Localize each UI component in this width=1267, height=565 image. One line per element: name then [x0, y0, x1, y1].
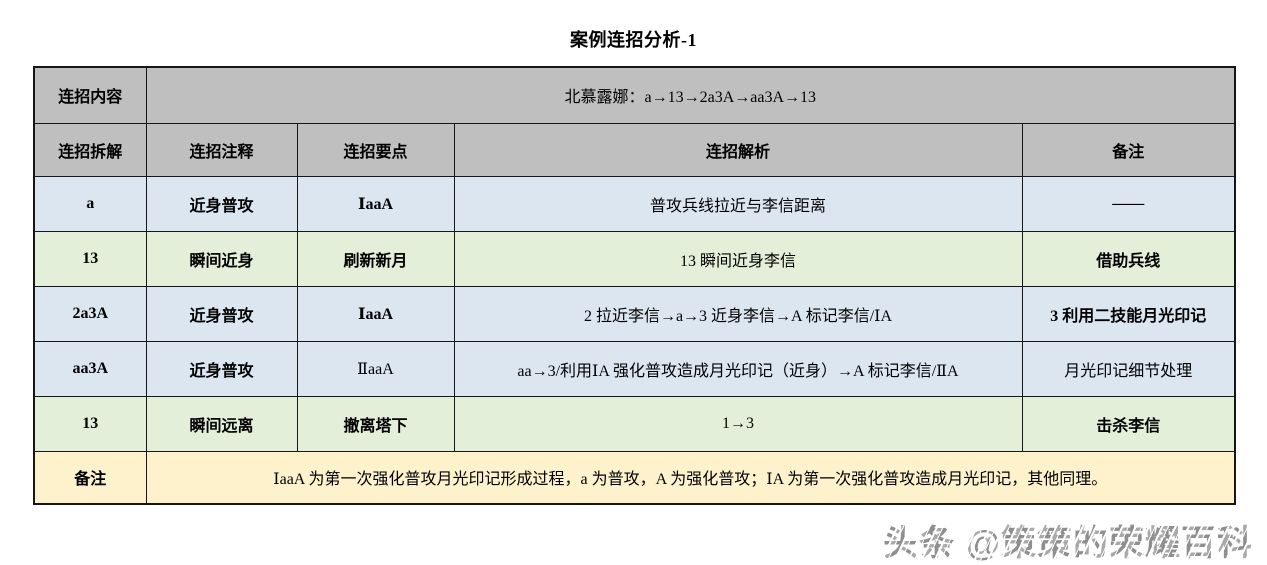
combo-step-row: 2a3A 近身普攻 ⅠaaA 2 拉近李信→a→3 近身李信→A 标记李信/ⅠA…: [33, 285, 1236, 342]
note-label: 备注: [33, 450, 147, 505]
cell-annotation: 近身普攻: [145, 285, 298, 342]
cell-remark: 击杀李信: [1021, 395, 1236, 452]
cell-remark: 月光印记细节处理: [1021, 340, 1236, 397]
cell-breakdown: a: [33, 175, 147, 232]
combo-content-value: 北慕露娜：a→13→2a3A→aa3A→13: [145, 66, 1236, 124]
cell-analysis: 13 瞬间近身李信: [453, 230, 1023, 287]
cell-annotation: 瞬间近身: [145, 230, 298, 287]
cell-keypoint: 撤离塔下: [296, 395, 455, 452]
combo-step-row: aa3A 近身普攻 ⅡaaA aa→3/利用ⅠA 强化普攻造成月光印记（近身）→…: [33, 340, 1236, 397]
header-analysis: 连招解析: [453, 122, 1023, 177]
cell-annotation: 近身普攻: [145, 340, 298, 397]
note-row: 备注 ⅠaaA 为第一次强化普攻月光印记形成过程，a 为普攻，A 为强化普攻；Ⅰ…: [33, 450, 1236, 505]
cell-breakdown: 2a3A: [33, 285, 147, 342]
header-keypoint: 连招要点: [296, 122, 455, 177]
cell-keypoint: ⅡaaA: [296, 340, 455, 397]
cell-analysis: 1→3: [453, 395, 1023, 452]
cell-annotation: 近身普攻: [145, 175, 298, 232]
cell-analysis: aa→3/利用ⅠA 强化普攻造成月光印记（近身）→A 标记李信/ⅡA: [453, 340, 1023, 397]
cell-remark: ——: [1021, 175, 1236, 232]
combo-analysis-table: 连招内容 北慕露娜：a→13→2a3A→aa3A→13 连招拆解 连招注释 连招…: [33, 66, 1237, 505]
header-breakdown: 连招拆解: [33, 122, 147, 177]
cell-keypoint: ⅠaaA: [296, 175, 455, 232]
combo-content-label: 连招内容: [33, 66, 147, 124]
cell-breakdown: aa3A: [33, 340, 147, 397]
table-header-row: 连招拆解 连招注释 连招要点 连招解析 备注: [33, 122, 1236, 177]
combo-step-row: 13 瞬间近身 刷新新月 13 瞬间近身李信 借助兵线: [33, 230, 1236, 287]
combo-step-row: 13 瞬间远离 撤离塔下 1→3 击杀李信: [33, 395, 1236, 452]
cell-annotation: 瞬间远离: [145, 395, 298, 452]
combo-content-row: 连招内容 北慕露娜：a→13→2a3A→aa3A→13: [33, 66, 1236, 124]
cell-keypoint: 刷新新月: [296, 230, 455, 287]
cell-keypoint: ⅠaaA: [296, 285, 455, 342]
cell-remark: 3 利用二技能月光印记: [1021, 285, 1236, 342]
watermark: 头条 @策策的荣耀百科: [883, 515, 1253, 565]
note-content: ⅠaaA 为第一次强化普攻月光印记形成过程，a 为普攻，A 为强化普攻；ⅠA 为…: [145, 450, 1236, 505]
header-annotation: 连招注释: [145, 122, 298, 177]
cell-analysis: 普攻兵线拉近与李信距离: [453, 175, 1023, 232]
cell-remark: 借助兵线: [1021, 230, 1236, 287]
cell-analysis: 2 拉近李信→a→3 近身李信→A 标记李信/ⅠA: [453, 285, 1023, 342]
combo-step-row: a 近身普攻 ⅠaaA 普攻兵线拉近与李信距离 ——: [33, 175, 1236, 232]
page-title: 案例连招分析-1: [570, 30, 697, 50]
cell-breakdown: 13: [33, 395, 147, 452]
header-remark: 备注: [1021, 122, 1236, 177]
cell-breakdown: 13: [33, 230, 147, 287]
